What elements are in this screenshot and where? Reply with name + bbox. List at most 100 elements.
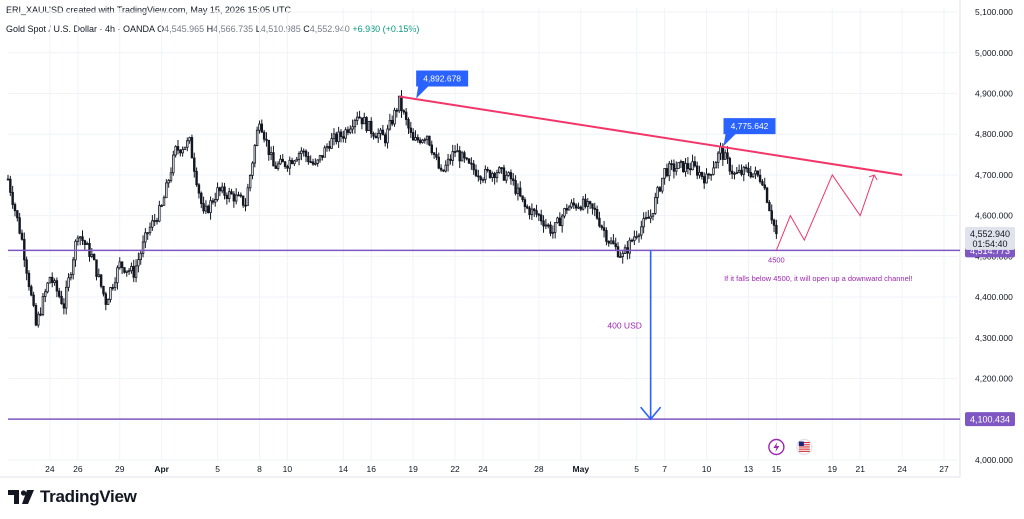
candle-body-down — [630, 239, 634, 242]
candle-body-down — [721, 146, 725, 160]
candle — [274, 161, 277, 169]
candle — [700, 171, 704, 180]
candle — [351, 119, 354, 134]
candle — [714, 161, 718, 169]
candle-body-down — [598, 217, 601, 227]
candle — [90, 248, 94, 259]
candle-body-down — [526, 206, 529, 209]
lightning-event-icon[interactable] — [768, 438, 785, 456]
y-tick-label: 5,000.000 — [975, 48, 1013, 58]
flag-stripe — [798, 442, 810, 444]
candle — [281, 154, 284, 163]
candle-body-up — [216, 187, 219, 200]
us-flag-event-icon[interactable] — [796, 438, 813, 456]
candle — [183, 146, 187, 150]
candle — [600, 224, 603, 231]
candle — [770, 204, 773, 224]
candle — [269, 146, 273, 161]
candle — [565, 203, 569, 215]
candle-body-up — [116, 267, 119, 284]
candle-body-down — [335, 133, 338, 143]
candle — [356, 111, 359, 125]
candle — [442, 169, 445, 173]
candle-body-down — [193, 157, 196, 172]
candle-body-down — [95, 259, 98, 277]
candle-body-down — [605, 230, 608, 242]
descending-trendline — [399, 95, 903, 176]
candle — [542, 215, 545, 233]
candle — [216, 182, 219, 202]
candle — [588, 200, 592, 210]
candle-body-up — [530, 208, 534, 216]
candle — [598, 211, 601, 228]
candle — [481, 177, 485, 183]
candle-body-down — [225, 194, 229, 199]
candle-body-up — [130, 265, 133, 272]
candle — [374, 132, 378, 139]
candle — [360, 117, 364, 130]
candle — [27, 270, 31, 291]
candle-body-down — [211, 200, 215, 203]
candle — [477, 169, 480, 182]
candle — [756, 170, 759, 178]
candle-body-down — [272, 152, 275, 167]
candle — [279, 154, 282, 165]
candle — [684, 157, 687, 177]
candle — [386, 124, 389, 149]
candle — [71, 256, 75, 280]
ohlc-key-c: C — [300, 24, 310, 34]
candle — [754, 166, 757, 180]
candle-body-down — [693, 161, 697, 167]
candle-body-up — [127, 270, 131, 273]
candle-body-up — [76, 237, 80, 242]
candle-body-up — [332, 133, 336, 139]
candle-body-up — [423, 139, 427, 142]
candle — [223, 182, 226, 200]
candle — [665, 163, 669, 178]
candle-body-up — [363, 117, 366, 125]
candle-body-down — [432, 152, 436, 155]
candle-body-up — [553, 222, 557, 233]
candle — [546, 223, 550, 229]
candle — [411, 128, 415, 141]
candle-body-up — [106, 299, 110, 305]
candle — [267, 139, 270, 161]
candle — [141, 235, 145, 258]
candle — [472, 160, 475, 175]
candle-body-down — [416, 137, 420, 141]
candle — [498, 166, 501, 174]
candle — [200, 191, 203, 209]
candle-body-up — [349, 128, 352, 133]
candle-body-up — [414, 137, 417, 141]
candle-body-down — [25, 259, 28, 274]
candle — [577, 202, 580, 210]
candle-body-up — [113, 282, 117, 289]
callout-label: 4,892.678 — [423, 73, 461, 83]
candle — [165, 179, 168, 199]
candle — [342, 130, 345, 143]
candle — [377, 128, 380, 143]
candle-body-down — [509, 172, 513, 180]
candle-body-down — [700, 171, 704, 178]
candle — [581, 195, 585, 211]
candle — [218, 186, 222, 197]
candle-body-up — [444, 164, 447, 172]
candle-body-down — [439, 167, 443, 171]
candle — [44, 288, 47, 303]
candle-body-up — [53, 280, 56, 283]
candle-body-up — [71, 259, 75, 275]
candle — [402, 109, 406, 115]
candle — [544, 218, 548, 230]
candle-body-down — [707, 173, 711, 176]
candle — [190, 134, 194, 159]
candle-body-up — [246, 187, 250, 206]
candle — [619, 251, 622, 259]
candle-body-down — [120, 261, 124, 269]
candle-body-down — [207, 205, 210, 213]
ohlc-key-h: H — [204, 24, 214, 34]
candle — [76, 235, 80, 246]
candle-body-up — [551, 231, 555, 234]
candle — [742, 165, 745, 182]
candle — [702, 172, 706, 189]
